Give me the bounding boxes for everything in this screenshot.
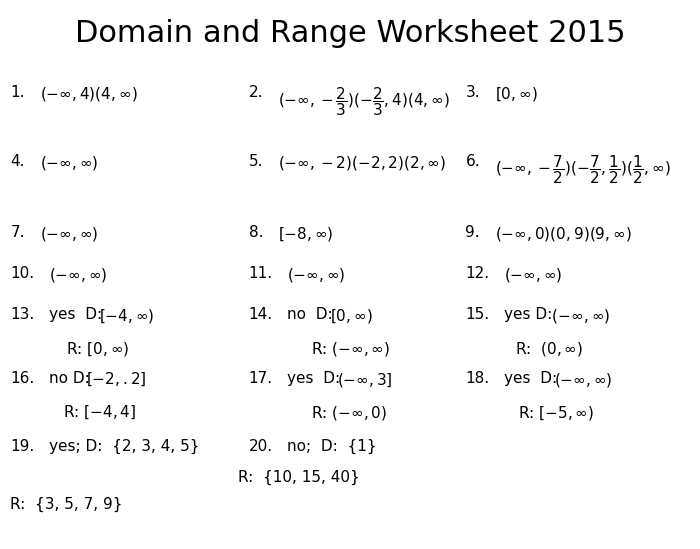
Text: R:  $(0,\infty)$: R: $(0,\infty)$ — [514, 340, 582, 358]
Text: 2.: 2. — [248, 85, 263, 100]
Text: yes  D:: yes D: — [287, 371, 340, 385]
Text: 16.: 16. — [10, 371, 35, 385]
Text: $[0,\infty)$: $[0,\infty)$ — [495, 85, 538, 103]
Text: 7.: 7. — [10, 225, 25, 240]
Text: $[-2,.2]$: $[-2,.2]$ — [86, 371, 146, 388]
Text: 17.: 17. — [248, 371, 272, 385]
Text: 1.: 1. — [10, 85, 25, 100]
Text: yes  D:: yes D: — [49, 307, 102, 322]
Text: no D:: no D: — [49, 371, 90, 385]
Text: Domain and Range Worksheet 2015: Domain and Range Worksheet 2015 — [75, 19, 625, 48]
Text: 18.: 18. — [466, 371, 489, 385]
Text: $(-\infty,0)(0,9)(9,\infty)$: $(-\infty,0)(0,9)(9,\infty)$ — [495, 225, 631, 243]
Text: R:  {10, 15, 40}: R: {10, 15, 40} — [238, 469, 360, 485]
Text: $(-\infty,\infty)$: $(-\infty,\infty)$ — [40, 225, 99, 243]
Text: no;  D:  {1}: no; D: {1} — [287, 439, 377, 455]
Text: R: $(-\infty,0)$: R: $(-\infty,0)$ — [312, 404, 388, 422]
Text: $(-\infty,4)(4,\infty)$: $(-\infty,4)(4,\infty)$ — [40, 85, 138, 103]
Text: 9.: 9. — [466, 225, 480, 240]
Text: 13.: 13. — [10, 307, 35, 322]
Text: yes; D:  {2, 3, 4, 5}: yes; D: {2, 3, 4, 5} — [49, 439, 199, 455]
Text: 12.: 12. — [466, 266, 489, 281]
Text: $[-4,\infty)$: $[-4,\infty)$ — [99, 307, 155, 326]
Text: 14.: 14. — [248, 307, 272, 322]
Text: 10.: 10. — [10, 266, 34, 281]
Text: $(-\infty,\infty)$: $(-\infty,\infty)$ — [287, 266, 346, 284]
Text: $(-\infty,\infty)$: $(-\infty,\infty)$ — [504, 266, 563, 284]
Text: $[-8,\infty)$: $[-8,\infty)$ — [278, 225, 333, 243]
Text: $(-\infty,\infty)$: $(-\infty,\infty)$ — [49, 266, 108, 284]
Text: 15.: 15. — [466, 307, 489, 322]
Text: no  D:: no D: — [287, 307, 332, 322]
Text: 4.: 4. — [10, 154, 25, 169]
Text: $(-\infty,\infty)$: $(-\infty,\infty)$ — [40, 154, 99, 172]
Text: 6.: 6. — [466, 154, 480, 169]
Text: $(-\infty,3]$: $(-\infty,3]$ — [337, 371, 393, 389]
Text: R: $(-\infty,\infty)$: R: $(-\infty,\infty)$ — [312, 340, 391, 358]
Text: R: $[-4,4]$: R: $[-4,4]$ — [63, 404, 136, 421]
Text: 11.: 11. — [248, 266, 272, 281]
Text: $(-\infty,-\dfrac{2}{3})(-\dfrac{2}{3},4)(4,\infty)$: $(-\infty,-\dfrac{2}{3})(-\dfrac{2}{3},4… — [278, 85, 450, 118]
Text: $(-\infty,-\dfrac{7}{2})(-\dfrac{7}{2},\dfrac{1}{2})(\dfrac{1}{2},\infty)$: $(-\infty,-\dfrac{7}{2})(-\dfrac{7}{2},\… — [495, 154, 671, 187]
Text: 20.: 20. — [248, 439, 272, 454]
Text: $(-\infty,-2)(-2,2)(2,\infty)$: $(-\infty,-2)(-2,2)(2,\infty)$ — [278, 154, 446, 172]
Text: 3.: 3. — [466, 85, 480, 100]
Text: R: $[-5,\infty)$: R: $[-5,\infty)$ — [518, 404, 594, 422]
Text: R: $[0,\infty)$: R: $[0,\infty)$ — [66, 340, 130, 358]
Text: $(-\infty,\infty)$: $(-\infty,\infty)$ — [547, 307, 611, 326]
Text: yes D:: yes D: — [504, 307, 552, 322]
Text: yes  D:: yes D: — [504, 371, 557, 385]
Text: R:  {3, 5, 7, 9}: R: {3, 5, 7, 9} — [10, 497, 123, 512]
Text: $(-\infty,\infty)$: $(-\infty,\infty)$ — [554, 371, 612, 389]
Text: 5.: 5. — [248, 154, 263, 169]
Text: 19.: 19. — [10, 439, 35, 454]
Text: $[0,\infty)$: $[0,\infty)$ — [330, 307, 373, 326]
Text: 8.: 8. — [248, 225, 263, 240]
